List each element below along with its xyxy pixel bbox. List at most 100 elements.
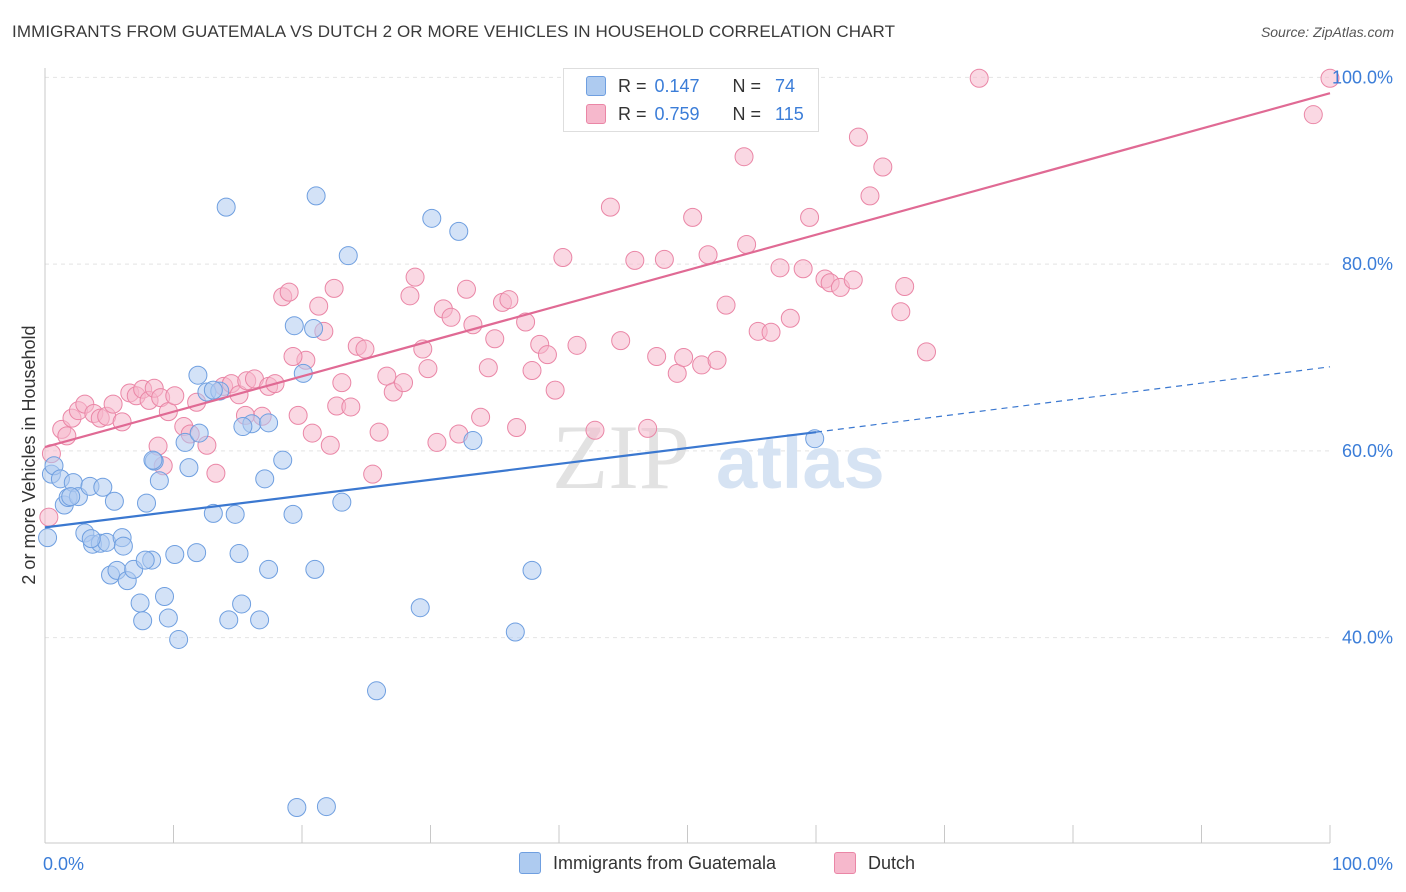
dutch-point: [418, 359, 438, 379]
stats-row-guatemala: R = 0.147 N = 74: [586, 73, 795, 99]
guatemala-point: [273, 450, 293, 470]
guatemala-point: [104, 491, 124, 511]
dutch-point: [427, 432, 447, 452]
dutch-point: [405, 267, 425, 287]
guatemala-point: [203, 380, 223, 400]
dutch-point: [770, 258, 790, 278]
dutch-point: [206, 463, 226, 483]
dutch-point: [545, 380, 565, 400]
dutch-point: [394, 373, 414, 393]
dutch-point: [456, 279, 476, 299]
dutch-point: [667, 363, 687, 383]
guatemala-point: [505, 622, 525, 642]
dutch-point: [567, 335, 587, 355]
dutch-point: [522, 361, 542, 381]
dutch-point: [780, 308, 800, 328]
dutch-point: [843, 270, 863, 290]
guatemala-point: [158, 608, 178, 628]
stats-row-dutch: R = 0.759 N = 115: [586, 101, 804, 127]
guatemala-point: [93, 477, 113, 497]
y-tick-label: 100.0%: [1332, 67, 1393, 87]
dutch-point: [471, 407, 491, 427]
dutch-point: [917, 342, 937, 362]
r-value: 0.147: [654, 75, 700, 96]
dutch-point: [39, 507, 59, 527]
dutch-point: [302, 423, 322, 443]
dutch-point: [761, 322, 781, 342]
dutch-point: [969, 68, 989, 88]
guatemala-point: [169, 629, 189, 649]
dutch-legend-icon: [834, 852, 856, 874]
dutch-point: [320, 435, 340, 455]
dutch-point: [707, 350, 727, 370]
guatemala-point: [187, 543, 207, 563]
legend-label-guatemala: Immigrants from Guatemala: [553, 852, 777, 873]
dutch-point: [441, 307, 461, 327]
dutch-point: [625, 250, 645, 270]
guatemala-point: [130, 593, 150, 613]
x-tick-label: 100.0%: [1332, 854, 1393, 874]
dutch-point: [860, 186, 880, 206]
dutch-point: [332, 373, 352, 393]
dutch-point: [507, 417, 527, 437]
guatemala-point: [316, 797, 336, 817]
guatemala-point: [463, 431, 483, 451]
guatemala-legend-icon: [519, 852, 541, 874]
guatemala-point: [225, 504, 245, 524]
chart-title: IMMIGRANTS FROM GUATEMALA VS DUTCH 2 OR …: [12, 22, 896, 41]
guatemala-point: [449, 221, 469, 241]
guatemala-point: [61, 487, 81, 507]
r-label: R =: [618, 75, 647, 96]
guatemala-point: [149, 471, 169, 491]
guatemala-point: [250, 610, 270, 630]
series-legend: Immigrants from Guatemala Dutch: [0, 852, 1406, 878]
n-label: N =: [732, 75, 762, 96]
guatemala-point: [410, 598, 430, 618]
dutch-point: [341, 397, 361, 417]
guatemala-point: [232, 594, 252, 614]
guatemala-point: [219, 610, 239, 630]
dutch-point: [463, 315, 483, 335]
stats-legend-box: R = 0.147 N = 74 R = 0.759 N = 115: [563, 68, 819, 132]
dutch-point: [873, 157, 893, 177]
dutch-point: [654, 249, 674, 269]
dutch-point: [895, 276, 915, 296]
dutch-point: [1303, 105, 1323, 125]
dutch-point: [369, 422, 389, 442]
dutch-swatch-icon: [586, 104, 606, 124]
dutch-point: [288, 405, 308, 425]
guatemala-point: [422, 208, 442, 228]
legend-item-dutch[interactable]: Dutch: [834, 852, 915, 874]
dutch-point: [611, 331, 631, 351]
dutch-point: [355, 339, 375, 359]
n-label: N =: [732, 103, 762, 124]
dutch-point: [891, 302, 911, 322]
dutch-point: [499, 290, 519, 310]
dutch-point: [1320, 68, 1340, 88]
guatemala-trend-extension: [815, 366, 1331, 433]
guatemala-point: [233, 417, 253, 437]
guatemala-point: [367, 681, 387, 701]
guatemala-point: [216, 197, 236, 217]
dutch-point: [585, 420, 605, 440]
guatemala-point: [284, 316, 304, 336]
n-value: 115: [775, 103, 804, 124]
dutch-point: [377, 366, 397, 386]
guatemala-point: [229, 544, 249, 564]
guatemala-point: [133, 611, 153, 631]
dutch-point: [478, 358, 498, 378]
guatemala-point: [305, 559, 325, 579]
guatemala-point: [135, 550, 155, 570]
legend-item-guatemala[interactable]: Immigrants from Guatemala: [519, 852, 776, 874]
guatemala-point: [165, 544, 185, 564]
guatemala-point: [137, 493, 157, 513]
r-label: R =: [618, 103, 647, 124]
dutch-point: [324, 278, 344, 298]
guatemala-point: [259, 413, 279, 433]
guatemala-point: [259, 559, 279, 579]
guatemala-point: [304, 319, 324, 339]
dutch-point: [279, 282, 299, 302]
guatemala-trend-line: [44, 431, 817, 529]
guatemala-point: [332, 492, 352, 512]
